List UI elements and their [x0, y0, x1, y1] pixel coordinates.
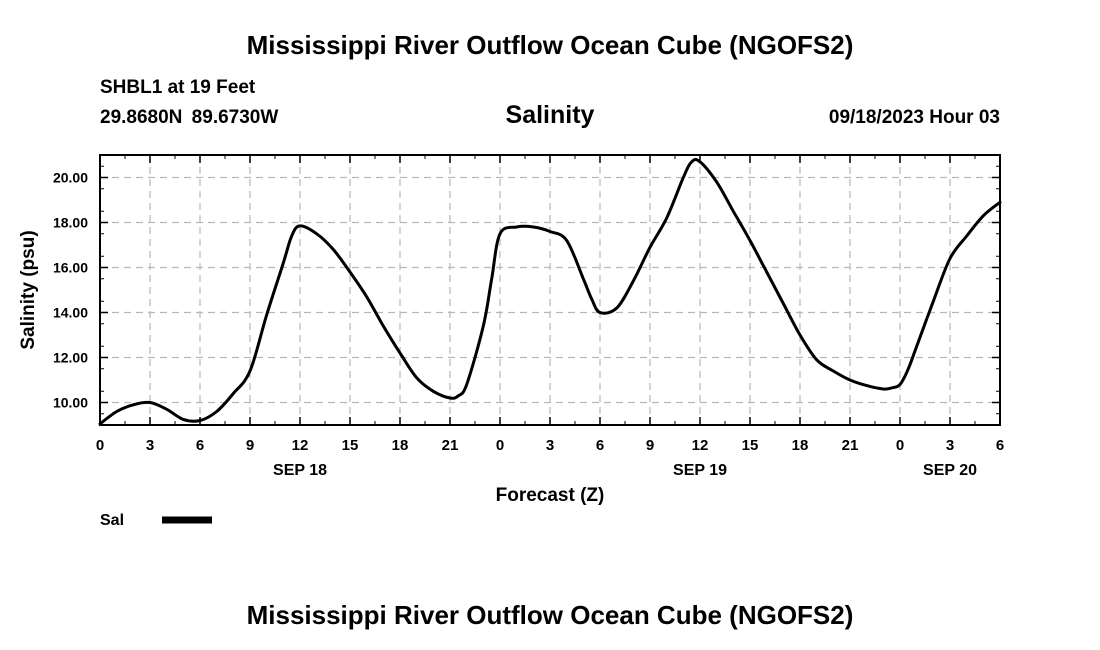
date-label: SEP 20 — [923, 462, 977, 479]
x-tick-label: 15 — [742, 437, 759, 454]
x-tick-labels: 0 3 6 9 12 15 18 21 0 3 6 9 12 15 18 21 0 3 6 — [96, 437, 1004, 454]
x-tick-label: 6 — [196, 437, 204, 454]
x-tick-label: 0 — [496, 437, 504, 454]
x-tick-label: 3 — [946, 437, 954, 454]
y-tick-label: 14.00 — [53, 305, 88, 321]
x-tick-label: 9 — [646, 437, 654, 454]
coordinates-label: 29.8680N 89.6730W — [100, 107, 279, 128]
x-tick-label: 0 — [96, 437, 104, 454]
page-title: Mississippi River Outflow Ocean Cube (NG… — [246, 30, 854, 60]
date-labels: SEP 18 SEP 19 SEP 20 — [273, 462, 977, 479]
x-tick-label: 15 — [342, 437, 359, 454]
footer-title: Mississippi River Outflow Ocean Cube (NG… — [246, 600, 854, 630]
x-tick-label: 21 — [442, 437, 459, 454]
x-tick-label: 12 — [692, 437, 709, 454]
forecast-datetime: 09/18/2023 Hour 03 — [828, 107, 1000, 128]
x-tick-label: 6 — [996, 437, 1004, 454]
x-tick-label: 18 — [392, 437, 409, 454]
x-tick-label: 3 — [546, 437, 554, 454]
x-axis-title: Forecast (Z) — [496, 485, 605, 506]
y-tick-label: 12.00 — [53, 350, 88, 366]
x-tick-label: 21 — [842, 437, 859, 454]
x-tick-label: 6 — [596, 437, 604, 454]
series-line-sal — [98, 158, 1002, 426]
x-tick-label: 12 — [292, 437, 309, 454]
chart-grid — [100, 155, 1000, 425]
station-label: SHBL1 at 19 Feet — [100, 77, 256, 98]
x-tick-label: 0 — [896, 437, 904, 454]
y-tick-label: 16.00 — [53, 260, 88, 276]
plot-frame — [99, 154, 1001, 426]
x-tick-label: 3 — [146, 437, 154, 454]
y-tick-label: 18.00 — [53, 215, 88, 231]
legend-label: Sal — [100, 512, 124, 529]
date-label: SEP 18 — [273, 462, 327, 479]
y-axis-title: Salinity (psu) — [18, 230, 39, 349]
y-tick-label: 10.00 — [53, 395, 88, 411]
x-tick-label: 9 — [246, 437, 254, 454]
chart-title: Salinity — [505, 101, 595, 129]
y-tick-label: 20.00 — [53, 170, 88, 186]
y-tick-labels: 10.00 12.00 14.00 16.00 18.00 20.00 — [53, 170, 88, 411]
x-tick-label: 18 — [792, 437, 809, 454]
date-label: SEP 19 — [673, 462, 727, 479]
